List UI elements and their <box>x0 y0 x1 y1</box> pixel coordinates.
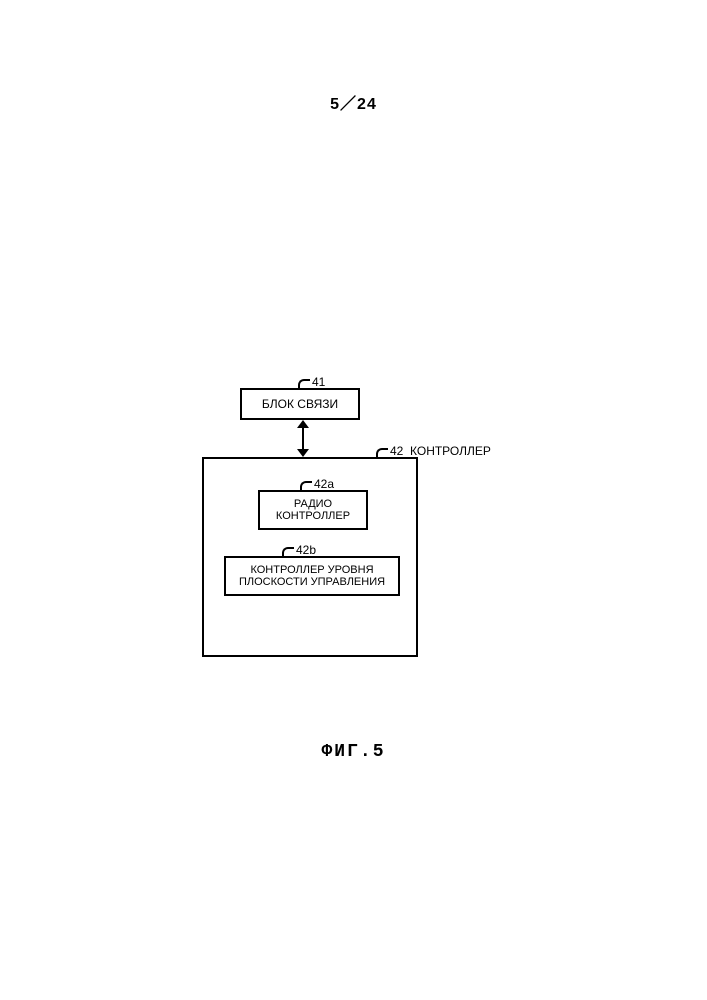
radio-controller-ref-hook <box>300 481 312 491</box>
controller-ref-hook <box>376 448 388 458</box>
cp-controller-label-line1: КОНТРОЛЛЕР УРОВНЯ <box>250 564 373 576</box>
controller-outer-label: КОНТРОЛЛЕР <box>410 444 491 458</box>
radio-controller-label-line2: КОНТРОЛЛЕР <box>276 510 350 522</box>
comm-unit-ref-hook <box>298 379 310 389</box>
page-number: 5／24 <box>0 90 707 114</box>
comm-unit-label: БЛОК СВЯЗИ <box>262 397 338 411</box>
cp-controller-ref-hook <box>282 547 294 557</box>
controller-ref: 42 <box>390 444 403 458</box>
cp-controller-ref: 42b <box>296 543 316 557</box>
bidirectional-arrow-icon <box>297 420 309 457</box>
comm-unit-ref: 41 <box>312 375 325 389</box>
cp-controller-block: КОНТРОЛЛЕР УРОВНЯ ПЛОСКОСТИ УПРАВЛЕНИЯ <box>224 556 400 596</box>
radio-controller-ref: 42a <box>314 477 334 491</box>
figure-label: ФИГ.5 <box>0 742 707 762</box>
radio-controller-label-line1: РАДИО <box>294 498 332 510</box>
comm-unit-block: БЛОК СВЯЗИ <box>240 388 360 420</box>
radio-controller-block: РАДИО КОНТРОЛЛЕР <box>258 490 368 530</box>
cp-controller-label-line2: ПЛОСКОСТИ УПРАВЛЕНИЯ <box>239 576 385 588</box>
